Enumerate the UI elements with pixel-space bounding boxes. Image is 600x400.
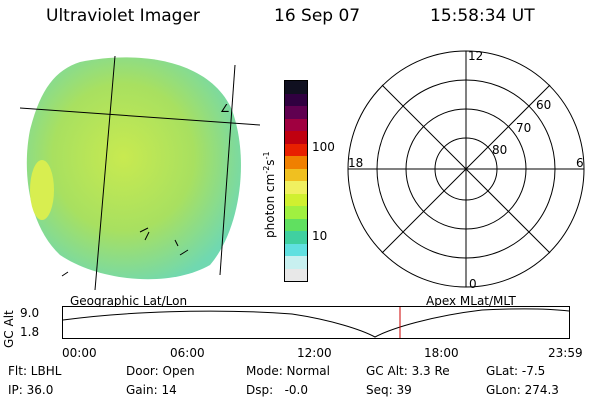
bright-patch: [30, 160, 54, 220]
colorbar-tick-100: 100: [312, 140, 335, 154]
colorbar-unit-label: photon cm-2s-1: [262, 151, 277, 238]
timeline-axis-label: GC Alt: [2, 310, 16, 348]
status-seq: Seq: 39: [366, 383, 412, 397]
lon-line-1: [94, 55, 116, 290]
timeline-xlabel-0600: 06:00: [170, 346, 205, 360]
timeline-ylabel-min: 1.8: [20, 325, 40, 339]
right-panel-caption: Apex MLat/MLT: [426, 294, 516, 308]
lat-line-1: [20, 107, 260, 126]
mlat-label-60: 60: [536, 98, 551, 112]
mlat-label-70: 70: [516, 121, 531, 135]
colorbar-band: [285, 156, 307, 169]
left-panel-caption: Geographic Lat/Lon: [70, 294, 188, 308]
mlt-label-18: 18: [348, 156, 363, 170]
colorbar: [284, 80, 308, 282]
colorbar-band: [285, 131, 307, 144]
altitude-timeline: [62, 306, 570, 339]
colorbar-tick-10: 10: [312, 229, 328, 243]
colorbar-band: [285, 206, 307, 219]
colorbar-band: [285, 231, 307, 244]
timeline-xlabel-0000: 00:00: [62, 346, 97, 360]
mlat-label-80: 80: [492, 143, 507, 157]
timeline-frame: [62, 306, 570, 339]
status-gain: Gain: 14: [126, 383, 177, 397]
colorbar-band: [285, 256, 307, 269]
status-glat: GLat: -7.5: [486, 364, 546, 378]
colorbar-band: [285, 168, 307, 181]
status-dsp: Dsp: -0.0: [246, 383, 309, 397]
marker-glyph: ∠: [220, 102, 230, 115]
mlt-label-6: 6: [576, 156, 584, 170]
geographic-image: ∠: [20, 55, 260, 290]
status-door: Door: Open: [126, 364, 195, 378]
status-glon: GLon: 274.3: [486, 383, 559, 397]
altitude-curve: [62, 308, 570, 338]
polar-plot: 12 0 18 6 60 70 80: [347, 49, 585, 290]
colorbar-band: [285, 181, 307, 194]
meridian-diag-2: [381, 84, 551, 254]
status-ip: IP: 36.0: [8, 383, 54, 397]
status-filter: Flt: LBHL: [8, 364, 62, 378]
colorbar-band: [285, 243, 307, 256]
mlt-label-0: 0: [469, 277, 477, 290]
colorbar-band: [285, 218, 307, 231]
status-gc-alt: GC Alt: 3.3 Re: [366, 364, 450, 378]
timeline-ylabel-max: 9.0: [20, 306, 40, 320]
colorbar-band: [285, 106, 307, 119]
colorbar-band: [285, 118, 307, 131]
coastline-fragments: [61, 227, 189, 277]
colorbar-band: [285, 143, 307, 156]
timeline-xlabel-1200: 12:00: [297, 346, 332, 360]
date-label: 16 Sep 07: [274, 6, 361, 26]
colorbar-band: [285, 81, 307, 94]
instrument-title: Ultraviolet Imager: [46, 6, 200, 26]
time-label: 15:58:34 UT: [430, 6, 535, 26]
image-disk: [26, 57, 241, 280]
colorbar-band: [285, 193, 307, 206]
colorbar-band: [285, 93, 307, 106]
colorbar-band: [285, 268, 307, 281]
status-mode: Mode: Normal: [246, 364, 330, 378]
timeline-xlabel-1800: 18:00: [424, 346, 459, 360]
lon-line-2: [219, 64, 236, 276]
timeline-xlabel-2359: 23:59: [548, 346, 583, 360]
mlt-label-12: 12: [468, 49, 483, 63]
